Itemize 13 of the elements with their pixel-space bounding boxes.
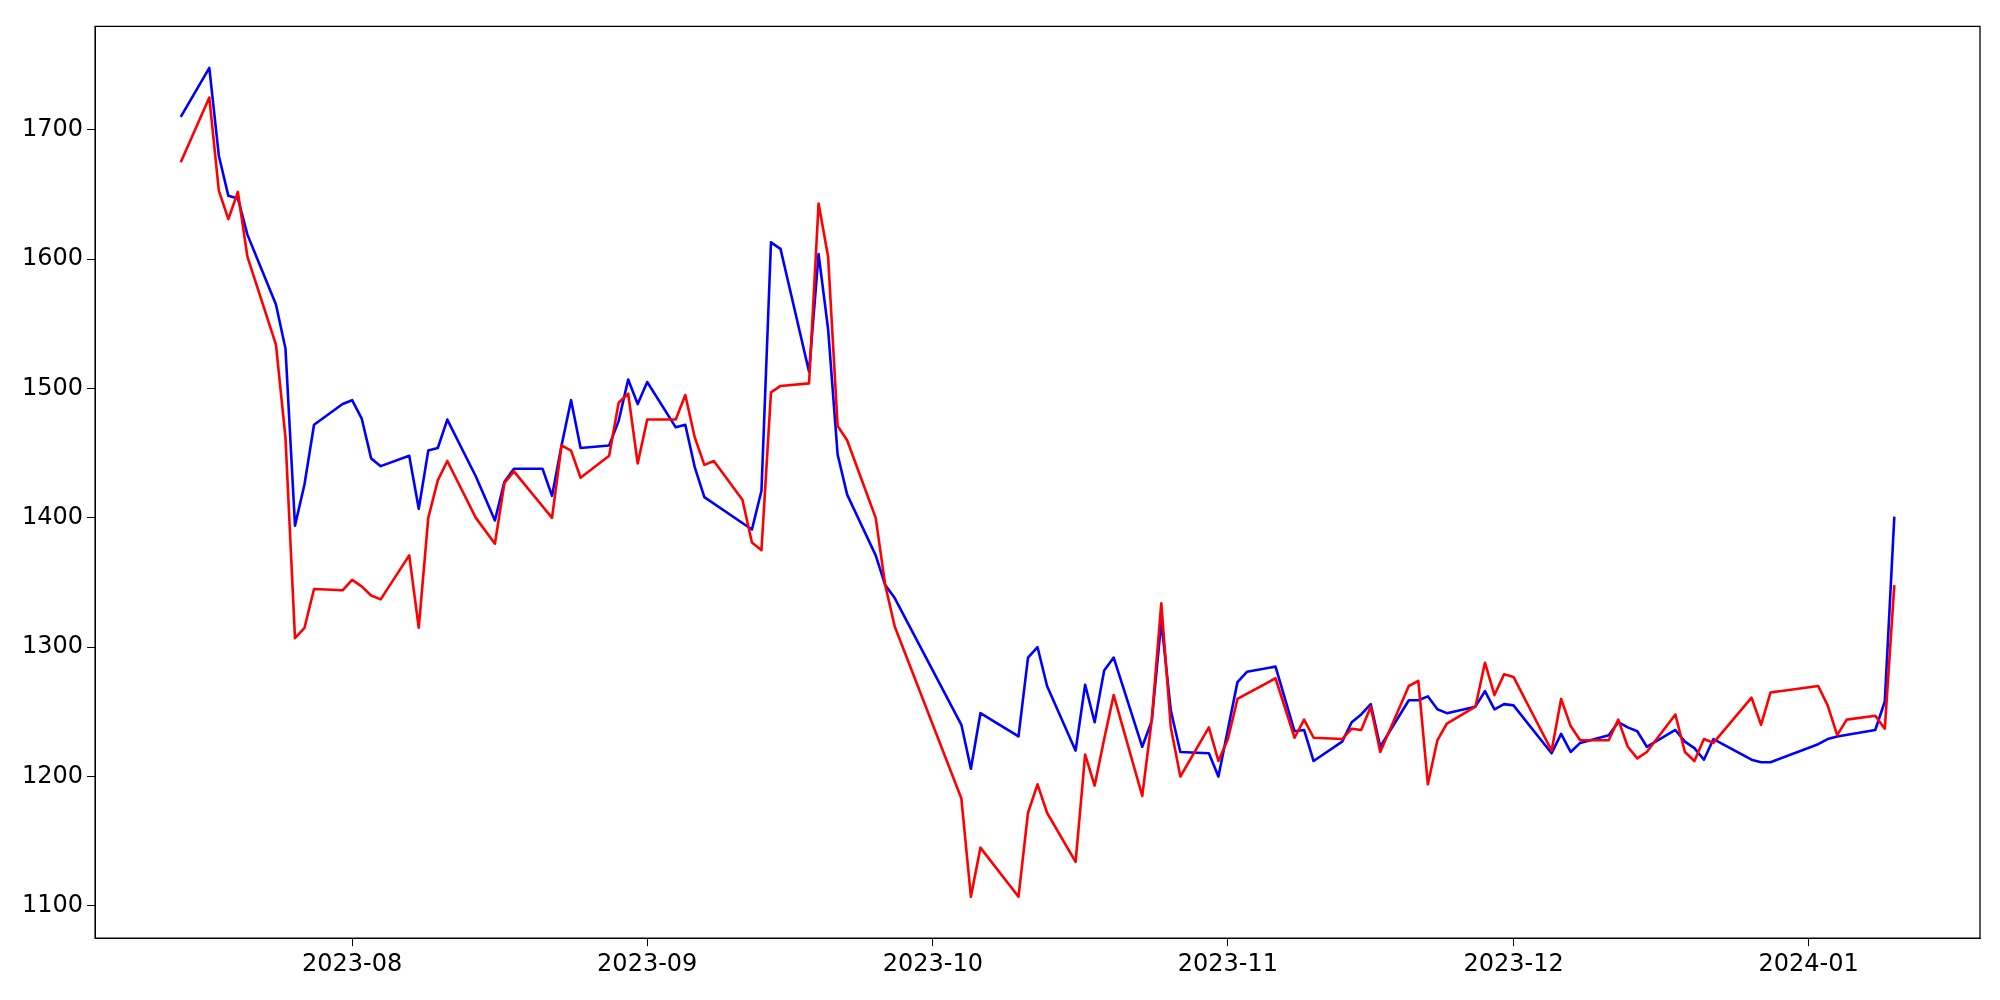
x-tick-label: 2024-01 <box>1758 948 1859 977</box>
x-tick-label: 2023-12 <box>1463 948 1564 977</box>
y-tick-label: 1100 <box>22 890 84 919</box>
x-tick-label: 2023-08 <box>301 948 403 977</box>
x-tick-label: 2023-09 <box>597 948 698 977</box>
x-tick-label: 2023-11 <box>1177 948 1279 977</box>
y-tick-label: 1500 <box>22 372 84 401</box>
y-tick-label: 1300 <box>22 631 84 660</box>
y-tick-label: 1200 <box>22 760 84 789</box>
y-tick-label: 1700 <box>22 114 84 143</box>
y-tick-label: 1400 <box>22 502 84 531</box>
y-tick-label: 1600 <box>22 243 84 272</box>
x-tick-label: 2023-10 <box>882 948 983 977</box>
